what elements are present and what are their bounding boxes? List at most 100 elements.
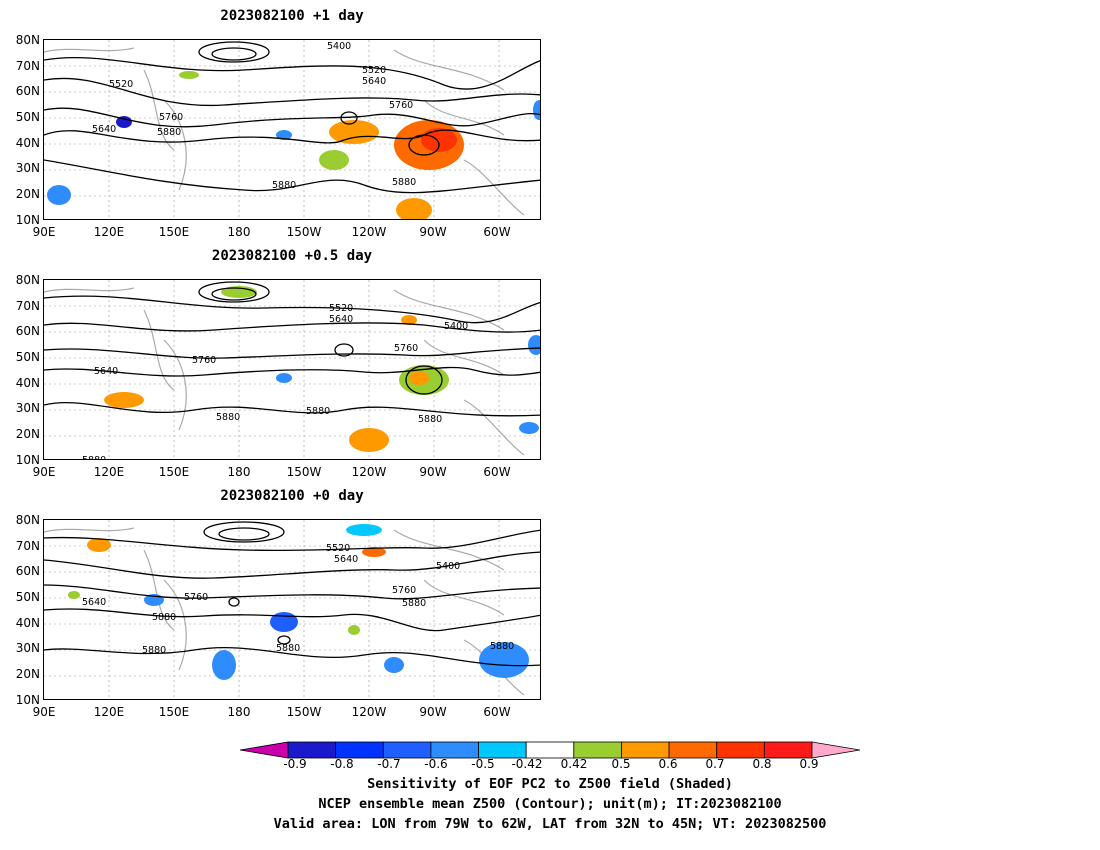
colorbar-label: 0.9 <box>799 757 819 771</box>
colorbar-label: 0.8 <box>752 757 772 771</box>
colorbar-swatch <box>525 741 575 759</box>
contour-label: 5880 <box>216 412 240 423</box>
contour-label: 5880 <box>490 641 514 652</box>
lat-tick: 80N <box>15 33 40 47</box>
lat-tick: 10N <box>15 453 40 467</box>
contour-labels-3: 5520 5640 5400 5760 5880 5640 5760 5880 … <box>82 543 514 656</box>
colorbar-label: -0.6 <box>424 757 448 771</box>
colorbar-right-arrow <box>811 741 861 759</box>
lat-tick: 70N <box>15 539 40 553</box>
lat-tick: 50N <box>15 110 40 124</box>
lon-tick: 60W <box>483 705 511 719</box>
map-panel-3: 2023082100 +0 day <box>0 480 560 720</box>
lat-tick: 30N <box>15 401 40 415</box>
panel-title-2: 2023082100 +0.5 day <box>211 248 373 264</box>
caption-line-3: Valid area: LON from 79W to 62W, LAT fro… <box>273 816 827 832</box>
lon-tick: 120E <box>93 465 125 479</box>
contour-label: 5880 <box>272 180 296 191</box>
lat-tick: 60N <box>15 564 40 578</box>
panel-title-3: 2023082100 +0 day <box>220 488 364 504</box>
colorbar-label: 0.42 <box>560 757 588 771</box>
contour-label: 5640 <box>334 554 358 565</box>
lon-tick: 90W <box>419 465 447 479</box>
caption-line-2: NCEP ensemble mean Z500 (Contour); unit(… <box>318 796 782 812</box>
contour-labels-1: 5400 5520 5640 5760 5880 5640 5760 5880 … <box>92 41 416 191</box>
lon-tick: 150W <box>286 225 322 239</box>
contour-label: 5520 <box>362 65 386 76</box>
contour-label: 5760 <box>159 112 183 123</box>
lon-tick: 180 <box>227 225 251 239</box>
map-panel-2: 2023082100 +0.5 day <box>0 240 560 480</box>
colorbar-swatch <box>573 741 622 759</box>
contour-label: 5880 <box>82 455 106 460</box>
lat-tick: 50N <box>15 350 40 364</box>
lon-tick: 150E <box>158 465 190 479</box>
lon-tick: 150W <box>286 465 322 479</box>
contour-label: 5880 <box>157 127 181 138</box>
shading-patches-2 <box>104 286 540 452</box>
lat-tick: 60N <box>15 324 40 338</box>
contour-label: 5640 <box>94 366 118 377</box>
contour-label: 5640 <box>329 314 353 325</box>
contour-label: 5400 <box>436 561 460 572</box>
lat-tick: 70N <box>15 299 40 313</box>
lon-tick: 90W <box>419 705 447 719</box>
lat-tick: 50N <box>15 590 40 604</box>
lat-tick: 20N <box>15 427 40 441</box>
lat-tick: 40N <box>15 376 40 390</box>
contour-label: 5880 <box>142 645 166 656</box>
lat-tick: 30N <box>15 161 40 175</box>
shading-patches-3 <box>68 524 529 680</box>
contour-label: 5640 <box>92 124 116 135</box>
lat-tick: 70N <box>15 59 40 73</box>
map-frame-1: 5400 5520 5640 5760 5880 5640 5760 5880 … <box>43 39 541 220</box>
colorbar-left-arrow <box>239 741 289 759</box>
lon-tick: 60W <box>483 225 511 239</box>
colorbar-label: -0.5 <box>471 757 495 771</box>
lon-tick: 180 <box>227 705 251 719</box>
lon-tick: 150E <box>158 705 190 719</box>
lat-tick: 20N <box>15 187 40 201</box>
lon-tick: 150W <box>286 705 322 719</box>
colorbar-swatch <box>716 741 765 759</box>
shading-patches-1 <box>47 71 540 219</box>
contour-label: 5520 <box>109 79 133 90</box>
contour-label: 5760 <box>192 355 216 366</box>
contour-label: 5760 <box>184 592 208 603</box>
lat-tick: 80N <box>15 273 40 287</box>
contour-label: 5520 <box>326 543 350 554</box>
lon-tick: 120W <box>351 465 387 479</box>
map-panel-1: 2023082100 +1 day <box>0 0 560 240</box>
colorbar-swatch <box>478 741 527 759</box>
lat-tick: 10N <box>15 693 40 707</box>
colorbar-swatch <box>621 741 670 759</box>
lon-tick: 120E <box>93 705 125 719</box>
contour-label: 5760 <box>389 100 413 111</box>
colorbar-label: -0.7 <box>377 757 401 771</box>
lat-tick: 10N <box>15 213 40 227</box>
colorbar-label: 0.7 <box>705 757 725 771</box>
colorbar-label: -0.8 <box>330 757 354 771</box>
lon-tick: 60W <box>483 465 511 479</box>
caption-line-1: Sensitivity of EOF PC2 to Z500 field (Sh… <box>367 776 733 792</box>
lon-tick: 90E <box>32 705 56 719</box>
colorbar-label: 0.5 <box>611 757 631 771</box>
colorbar-swatch <box>668 741 718 759</box>
lat-tick: 80N <box>15 513 40 527</box>
lat-tick: 60N <box>15 84 40 98</box>
contour-label: 5880 <box>402 598 426 609</box>
lon-tick: 90E <box>32 225 56 239</box>
colorbar-swatch <box>763 741 813 759</box>
lat-tick: 20N <box>15 667 40 681</box>
lat-tick: 30N <box>15 641 40 655</box>
lon-tick: 90E <box>32 465 56 479</box>
map-frame-3: 5520 5640 5400 5760 5880 5640 5760 5880 … <box>43 519 541 700</box>
contour-label: 5880 <box>306 406 330 417</box>
lon-tick: 120W <box>351 705 387 719</box>
contour-label: 5760 <box>394 343 418 354</box>
lat-tick: 40N <box>15 136 40 150</box>
contour-label: 5760 <box>392 585 416 596</box>
contour-label: 5880 <box>152 612 176 623</box>
lon-tick: 150E <box>158 225 190 239</box>
contour-label: 5640 <box>362 76 386 87</box>
